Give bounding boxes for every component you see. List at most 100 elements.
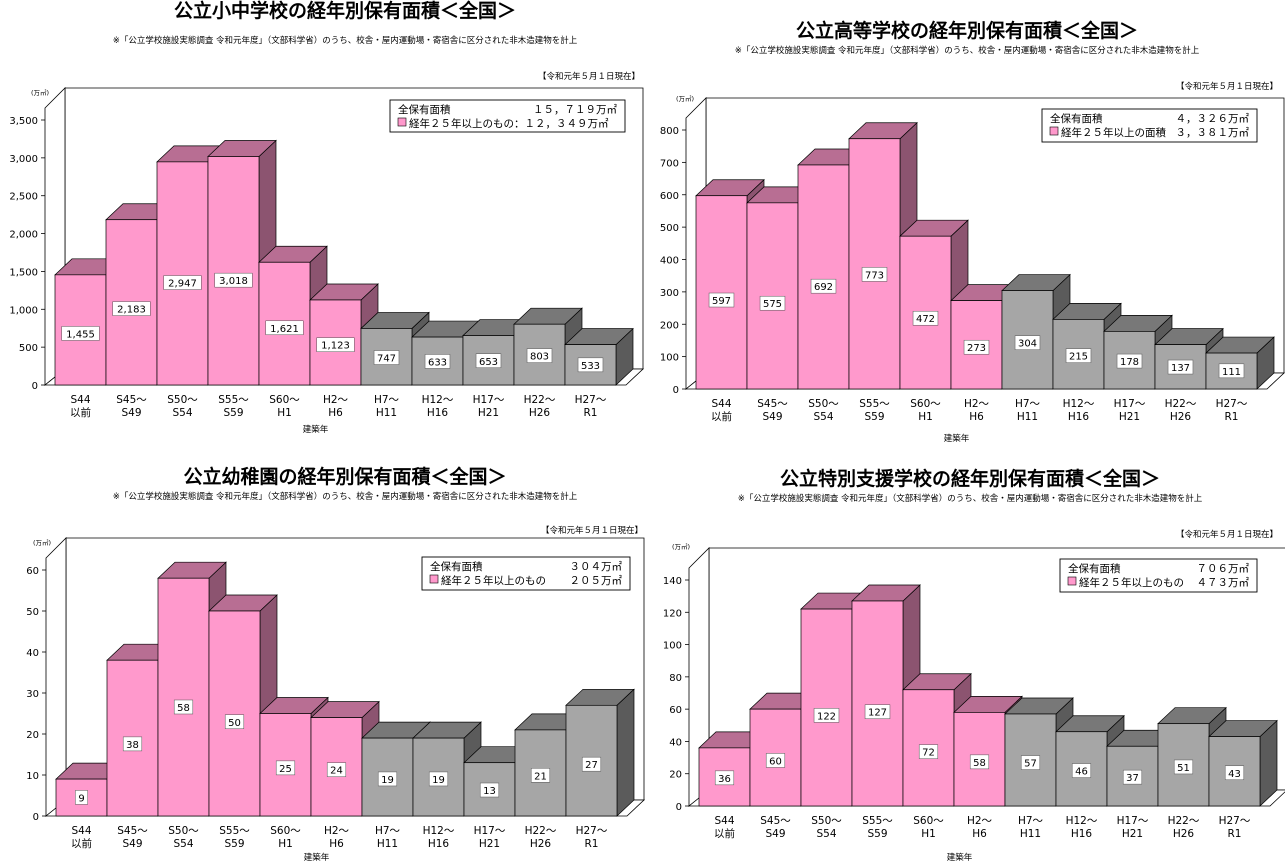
value-label: 58 <box>177 703 190 714</box>
category-label: 以前 <box>70 406 91 419</box>
legend-aged-value: ２０５万㎡ <box>570 575 623 587</box>
category-label: 以前 <box>711 410 732 423</box>
category-label: S50〜 <box>808 398 839 410</box>
value-label-box <box>173 699 194 715</box>
legend-total-label: 全保有面積 <box>430 560 483 573</box>
value-label-box <box>428 771 449 787</box>
bar: 472 <box>899 219 969 390</box>
category-label: S54 <box>173 838 193 850</box>
y-tick-label: 0 <box>33 812 39 823</box>
category-label: 以前 <box>714 827 735 840</box>
value-label: 25 <box>279 764 292 775</box>
value-label: 1,621 <box>270 324 299 335</box>
bar-front <box>851 600 904 807</box>
value-label-box <box>861 267 888 282</box>
category-label: R1 <box>1225 411 1239 423</box>
y-tick-label: 140 <box>663 576 682 587</box>
chart-title: 公立幼稚園の経年別保有面積＜全国＞ <box>183 465 506 488</box>
category-label: S44 <box>71 825 91 837</box>
value-label-box <box>265 320 304 336</box>
category-label: H2〜 <box>324 825 350 837</box>
legend-total-value: ４，３２６万㎡ <box>1176 113 1250 125</box>
legend-swatch <box>1067 576 1077 586</box>
value-label: 24 <box>330 766 343 777</box>
x-axis-title: 建築年 <box>947 852 973 863</box>
chart-panel: 公立高等学校の経年別保有面積＜全国＞ ※「公立学校施設実態調査 令和元年度」（文部… <box>660 19 1285 444</box>
category-label: H1 <box>921 828 936 840</box>
value-label: 3,018 <box>219 276 248 287</box>
value-label: 533 <box>581 361 600 372</box>
legend-box <box>389 99 626 133</box>
y-tick-label: 500 <box>19 343 38 354</box>
bar-front <box>800 608 853 807</box>
value-label-box <box>1173 759 1194 775</box>
y-tick-label: 80 <box>669 673 682 684</box>
value-label: 21 <box>534 771 547 782</box>
category-label: H21 <box>1122 828 1143 840</box>
category-label: S50〜 <box>168 825 199 837</box>
y-tick-label: 0 <box>676 802 682 813</box>
category-label: H11 <box>1020 828 1041 840</box>
category-label: H17〜 <box>1117 815 1149 827</box>
category-label: S54 <box>816 828 836 840</box>
value-label-box <box>759 295 786 311</box>
legend-aged-label: 経年２５年以上のもの：１２，３４９万㎡ <box>409 117 609 130</box>
y-tick-label: 10 <box>26 771 39 782</box>
chart-subtitle: ※「公立学校施設実態調査 令和元年度」（文部科学省）のうち、校舎・屋内運動場・寄… <box>113 35 578 46</box>
legend-total-value: ３０４万㎡ <box>570 561 623 573</box>
category-label: H16 <box>1071 828 1093 840</box>
value-label: 27 <box>585 760 598 771</box>
value-label-box <box>326 762 347 777</box>
value-label: 19 <box>381 775 394 786</box>
value-label-box <box>969 754 990 770</box>
category-label: H6 <box>972 828 987 840</box>
y-tick-label: 40 <box>669 737 682 748</box>
value-label: 50 <box>228 718 241 729</box>
value-label-box <box>316 337 355 352</box>
x-axis-title: 建築年 <box>303 424 329 435</box>
category-label: H26 <box>529 407 551 419</box>
category-label: S44 <box>711 398 731 410</box>
bar: 27 <box>565 688 635 817</box>
bar-front <box>695 195 748 390</box>
legend-total-value: １５，７１９万㎡ <box>533 104 617 116</box>
value-label: 773 <box>865 270 884 281</box>
category-label: H17〜 <box>474 825 506 837</box>
value-label: 1,455 <box>66 329 95 340</box>
category-label: H7〜 <box>1015 398 1041 410</box>
chart-subtitle: ※「公立学校施設実態調査 令和元年度」（文部科学省）のうち、校舎・屋内運動場・寄… <box>738 493 1203 504</box>
value-label-box <box>530 768 551 783</box>
value-label-box <box>813 708 840 723</box>
chart-panel: 公立幼稚園の経年別保有面積＜全国＞ ※「公立学校施設実態調査 令和元年度」（文部科… <box>26 465 646 863</box>
legend-box <box>1041 108 1258 143</box>
chart-subtitle: ※「公立学校施設実態調査 令和元年度」（文部科学省）のうち、校舎・屋内運動場・寄… <box>113 491 578 502</box>
y-tick-label: 3,000 <box>9 154 38 165</box>
value-label-box <box>275 760 296 776</box>
as-of-date: 【令和元年５月１日現在】 <box>538 71 640 82</box>
value-label: 37 <box>1126 773 1139 784</box>
value-label: 653 <box>479 357 498 368</box>
value-label: 13 <box>483 786 496 797</box>
y-tick-label: 30 <box>26 689 39 700</box>
category-label: H22〜 <box>1168 815 1200 827</box>
category-label: H21 <box>478 407 499 419</box>
value-label: 803 <box>530 352 549 363</box>
legend-box <box>1059 558 1258 593</box>
category-label: R1 <box>1228 828 1242 840</box>
value-label-box <box>75 790 88 805</box>
category-label: R1 <box>585 838 599 850</box>
value-label: 178 <box>1120 357 1139 368</box>
bar-side <box>616 688 635 817</box>
y-tick-label: 200 <box>660 320 679 331</box>
category-label: H7〜 <box>374 394 400 406</box>
value-label: 9 <box>78 793 84 804</box>
unit-label: (万㎡) <box>33 538 51 547</box>
y-tick-label: 3,500 <box>9 116 38 127</box>
value-label: 36 <box>718 774 731 785</box>
category-label: H17〜 <box>473 394 505 406</box>
chart-title: 公立小中学校の経年別保有面積＜全国＞ <box>174 0 516 22</box>
category-label: S60〜 <box>913 815 944 827</box>
value-label-box <box>1116 353 1143 369</box>
value-label: 137 <box>1171 363 1190 374</box>
